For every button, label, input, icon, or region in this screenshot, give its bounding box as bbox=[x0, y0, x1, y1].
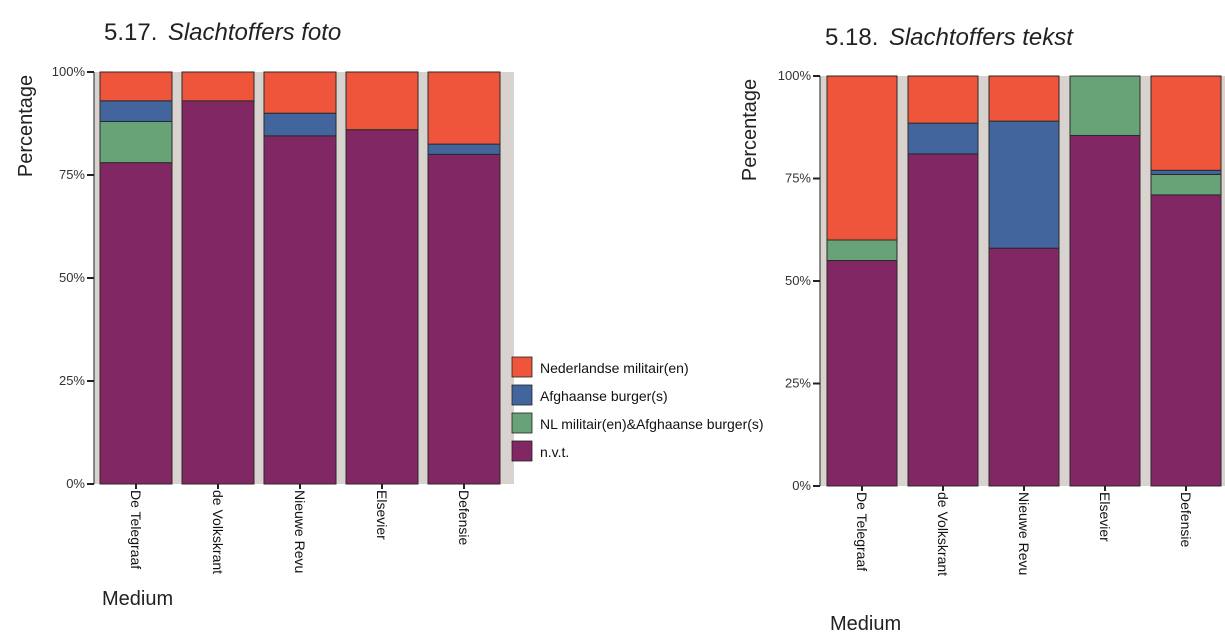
bar-segment-defensie-nl-militair-en-afghaanse-burger-s bbox=[1150, 173, 1222, 196]
bar-segment-defensie-nederlandse-militair-en bbox=[427, 71, 501, 145]
chart-2-title: 5.18. Slachtoffers tekst bbox=[825, 24, 1074, 51]
bar-segment-de-volkskrant-n-v-t bbox=[907, 153, 979, 487]
legend-swatch-nl-militairen-afghaanse-burgers bbox=[511, 412, 533, 434]
chart-5-18: 5.18. Slachtoffers tekst Percentage 0% 25… bbox=[739, 24, 1225, 635]
chart-2-title-text: Slachtoffers tekst bbox=[889, 24, 1074, 51]
bar-segment-defensie-afghaanse-burger-s bbox=[427, 143, 501, 155]
bar-segment-de-telegraaf-nl-militair-en-afghaanse-burger-s bbox=[826, 239, 898, 261]
chart-2-title-number: 5.18. bbox=[825, 24, 878, 51]
chart-1-title-text: Slachtoffers foto bbox=[168, 19, 341, 46]
x-category-label-nieuwe-revu: Nieuwe Revu bbox=[1016, 492, 1032, 575]
legend-label-nederlandse-militairen: Nederlandse militair(en) bbox=[540, 360, 689, 376]
x-category-label-nieuwe-revu: Nieuwe Revu bbox=[292, 490, 308, 573]
bar-segment-de-volkskrant-nederlandse-militair-en bbox=[181, 71, 255, 102]
x-category-label-defensie: Defensie bbox=[1178, 492, 1194, 547]
bar-segment-elsevier-nederlandse-militair-en bbox=[345, 71, 419, 131]
x-category-label-elsevier: Elsevier bbox=[1097, 492, 1113, 542]
bar-segment-nieuwe-revu-n-v-t bbox=[263, 135, 337, 485]
bar-segment-nieuwe-revu-n-v-t bbox=[988, 247, 1060, 487]
chart-1-title: 5.17. Slachtoffers foto bbox=[104, 19, 341, 46]
y-tick-label: 100% bbox=[778, 68, 812, 83]
y-tick-label: 100% bbox=[52, 64, 86, 79]
chart-1-x-axis: De Telegraaf de Volkskrant Nieuwe Revu Else… bbox=[128, 484, 472, 574]
legend-label-afghaanse-burgers: Afghaanse burger(s) bbox=[540, 388, 668, 404]
bar-segment-nieuwe-revu-nederlandse-militair-en bbox=[988, 75, 1060, 122]
chart-1-y-axis-label: Percentage bbox=[15, 75, 37, 177]
bar-segment-elsevier-n-v-t bbox=[1069, 134, 1141, 487]
x-category-label-de-telegraaf: De Telegraaf bbox=[854, 492, 870, 571]
chart-1-bars bbox=[99, 71, 501, 485]
bar-segment-de-telegraaf-n-v-t bbox=[99, 162, 173, 485]
legend-label-nl-militairen-afghaanse-burgers: NL militair(en)&Afghaanse burger(s) bbox=[540, 416, 764, 432]
x-category-label-de-volkskrant: de Volkskrant bbox=[210, 490, 226, 574]
bar-segment-de-telegraaf-nederlandse-militair-en bbox=[826, 75, 898, 241]
legend-label-nvt: n.v.t. bbox=[540, 444, 569, 460]
chart-2-bars bbox=[826, 75, 1222, 487]
bar-segment-defensie-n-v-t bbox=[1150, 194, 1222, 487]
chart-2-x-axis-label: Medium bbox=[830, 613, 901, 635]
chart-1-y-axis: 0% 25% 50% 75% 100% bbox=[52, 64, 95, 491]
bar-segment-elsevier-nl-militair-en-afghaanse-burger-s bbox=[1069, 75, 1141, 136]
y-tick-label: 0% bbox=[792, 478, 811, 493]
x-category-label-de-telegraaf: De Telegraaf bbox=[128, 490, 144, 569]
bar-segment-de-telegraaf-nederlandse-militair-en bbox=[99, 71, 173, 102]
legend: Nederlandse militair(en) Afghaanse burge… bbox=[511, 356, 764, 462]
y-tick-label: 0% bbox=[66, 476, 85, 491]
bar-segment-nieuwe-revu-afghaanse-burger-s bbox=[988, 120, 1060, 249]
chart-5-17: 5.17. Slachtoffers foto Percentage 0% 25%… bbox=[15, 19, 514, 610]
bar-segment-nieuwe-revu-nederlandse-militair-en bbox=[263, 71, 337, 114]
bar-segment-defensie-n-v-t bbox=[427, 153, 501, 485]
chart-2-y-axis-label: Percentage bbox=[739, 79, 761, 181]
chart-1-x-axis-label: Medium bbox=[102, 588, 173, 610]
y-tick-label: 25% bbox=[785, 376, 811, 391]
y-tick-label: 50% bbox=[59, 270, 85, 285]
bar-segment-de-volkskrant-n-v-t bbox=[181, 100, 255, 485]
bar-segment-defensie-afghaanse-burger-s bbox=[1150, 169, 1222, 175]
y-tick-label: 25% bbox=[59, 373, 85, 388]
bar-segment-elsevier-n-v-t bbox=[345, 129, 419, 485]
y-tick-label: 75% bbox=[59, 167, 85, 182]
y-tick-label: 75% bbox=[785, 171, 811, 186]
bar-segment-de-volkskrant-afghaanse-burger-s bbox=[907, 122, 979, 155]
bar-segment-nieuwe-revu-afghaanse-burger-s bbox=[263, 112, 337, 137]
x-category-label-elsevier: Elsevier bbox=[374, 490, 390, 540]
bar-segment-de-volkskrant-nederlandse-militair-en bbox=[907, 75, 979, 124]
x-category-label-defensie: Defensie bbox=[456, 490, 472, 545]
chart-2-x-axis: De Telegraaf de Volkskrant Nieuwe Revu Else… bbox=[854, 486, 1194, 576]
legend-swatch-afghaanse-burgers bbox=[511, 384, 533, 406]
chart-1-title-number: 5.17. bbox=[104, 19, 157, 46]
legend-swatch-nvt bbox=[511, 440, 533, 462]
bar-segment-defensie-nederlandse-militair-en bbox=[1150, 75, 1222, 171]
y-tick-label: 50% bbox=[785, 273, 811, 288]
bar-segment-de-telegraaf-nl-militair-en-afghaanse-burger-s bbox=[99, 120, 173, 164]
legend-swatch-nederlandse-militairen bbox=[511, 356, 533, 378]
x-category-label-de-volkskrant: de Volkskrant bbox=[935, 492, 951, 576]
bar-segment-de-telegraaf-afghaanse-burger-s bbox=[99, 100, 173, 122]
chart-2-y-axis: 0% 25% 50% 75% 100% bbox=[778, 68, 821, 493]
bar-segment-de-telegraaf-n-v-t bbox=[826, 260, 898, 487]
